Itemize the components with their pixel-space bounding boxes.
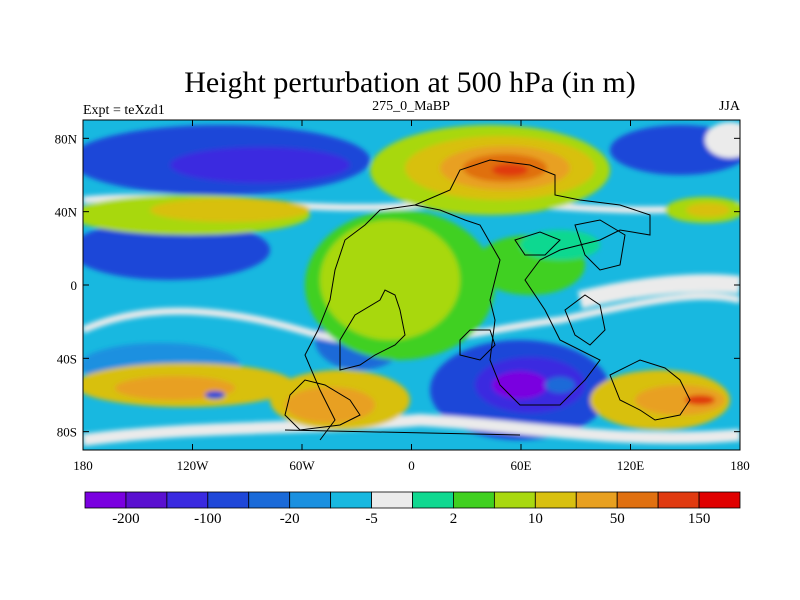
x-tick-label: 0 — [408, 458, 415, 473]
colorbar-label: 2 — [450, 511, 458, 527]
colorbar-swatch — [248, 491, 291, 509]
y-tick-label: 0 — [71, 278, 78, 293]
subtitle-center: 275_0_MaBP — [372, 99, 450, 114]
colorbar-swatch — [493, 491, 536, 509]
y-tick-label: 40S — [57, 351, 77, 366]
contour-field — [83, 120, 740, 450]
subtitle-right: JJA — [719, 99, 741, 114]
colorbar-swatch — [371, 491, 413, 509]
colorbar-swatch — [330, 491, 372, 509]
colorbar-swatch — [289, 491, 332, 509]
colorbar-swatch — [616, 491, 659, 509]
colorbar-label: 50 — [610, 511, 625, 527]
colorbar: -200 -100 -20 -5 2 10 50 150 — [84, 491, 741, 527]
x-tick-label: 180 — [730, 458, 750, 473]
colorbar-swatch — [166, 491, 209, 509]
coastline — [284, 159, 691, 441]
x-tick-label: 60E — [511, 458, 532, 473]
subtitle-left: Expt = teXzd1 — [83, 103, 165, 118]
colorbar-swatch — [657, 491, 700, 509]
x-axis: 180 120W 60W 0 60E 120E 180 — [73, 120, 750, 473]
colorbar-swatch — [534, 491, 577, 509]
y-tick-label: 80S — [57, 425, 77, 440]
colorbar-swatch — [575, 491, 618, 509]
colorbar-swatch — [207, 491, 250, 509]
colorbar-swatch — [84, 491, 127, 509]
x-tick-label: 60W — [289, 458, 315, 473]
y-tick-label: 40N — [55, 205, 78, 220]
colorbar-swatch — [412, 491, 454, 509]
colorbar-label: 150 — [688, 511, 711, 527]
x-tick-label: 120E — [617, 458, 645, 473]
colorbar-label: -200 — [112, 511, 140, 527]
y-axis: 80N 40N 0 40S 80S — [55, 131, 740, 440]
colorbar-label: -20 — [280, 511, 300, 527]
y-tick-label: 80N — [55, 131, 78, 146]
x-tick-label: 120W — [177, 458, 210, 473]
colorbar-swatch — [125, 491, 168, 509]
x-tick-label: 180 — [73, 458, 93, 473]
colorbar-swatch — [453, 491, 495, 509]
colorbar-label: 10 — [528, 511, 543, 527]
colorbar-label: -100 — [194, 511, 222, 527]
colorbar-swatch — [698, 491, 741, 509]
chart-title: Height perturbation at 500 hPa (in m) — [184, 66, 636, 99]
colorbar-label: -5 — [365, 511, 378, 527]
